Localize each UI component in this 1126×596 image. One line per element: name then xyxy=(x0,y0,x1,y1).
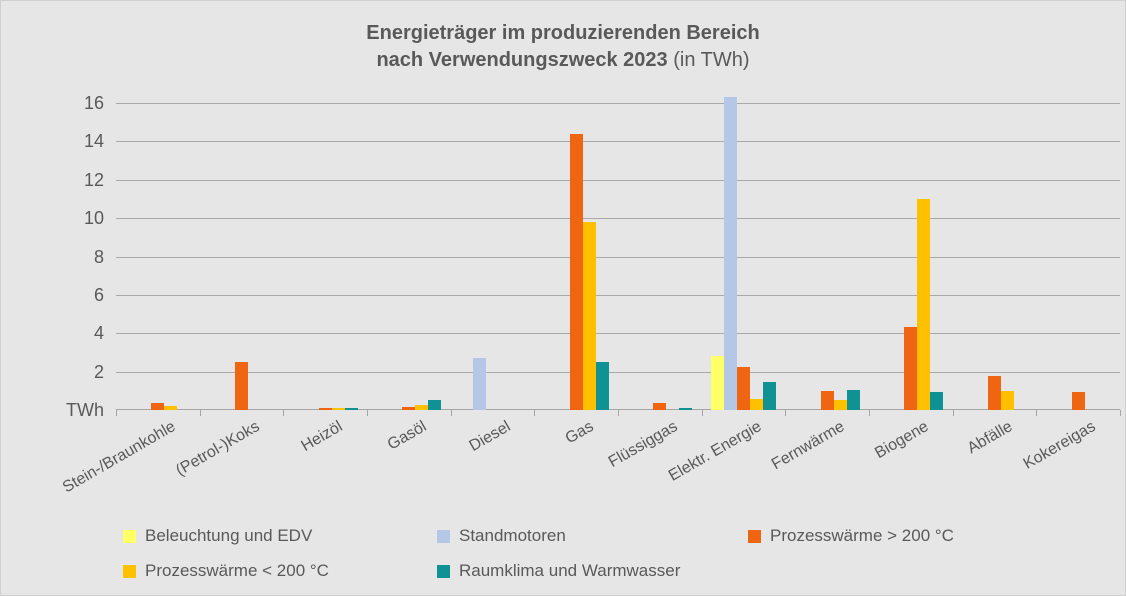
x-axis-tick xyxy=(534,410,536,416)
y-axis-label-8: 8 xyxy=(93,246,104,267)
legend-swatch-icon xyxy=(748,529,761,543)
bar-Heizöl-Prozesswärme > 200 °C xyxy=(318,408,332,410)
bar-Abfälle-Prozesswärme < 200 °C xyxy=(1001,390,1014,410)
plot-area xyxy=(116,97,1121,416)
y-axis-unit-label: TWh xyxy=(66,400,104,420)
gridline-10 xyxy=(116,218,1120,220)
y-axis-label-6: 6 xyxy=(93,284,104,305)
x-axis-tick xyxy=(701,410,703,416)
legend-item-Beleuchtung und EDV: Beleuchtung und EDV xyxy=(123,526,313,545)
x-axis-tick xyxy=(1120,410,1121,416)
bar-Kokereigas-Prozesswärme > 200 °C xyxy=(1071,391,1085,410)
bar-Biogene-Raumklima und Warmwasser xyxy=(930,391,944,410)
bar-Gasöl-Prozesswärme > 200 °C xyxy=(402,407,416,410)
gridline-8 xyxy=(116,256,1120,258)
bar-Gas-Raumklima und Warmwasser xyxy=(595,362,609,410)
y-axis-label-2: 2 xyxy=(93,361,104,382)
bar-Stein-/Braunkohle-Prozesswärme < 200 °C xyxy=(164,406,178,410)
gridline-2 xyxy=(116,371,1120,373)
bar-Abfälle-Prozesswärme > 200 °C xyxy=(988,376,1001,410)
x-axis-tick xyxy=(1036,410,1038,416)
bar-Elektr. Energie-Raumklima und Warmwasser xyxy=(763,382,776,410)
gridline-16 xyxy=(116,103,1120,104)
gridline-14 xyxy=(116,141,1120,143)
bar-Biogene-Prozesswärme > 200 °C xyxy=(904,327,918,410)
legend-item-Prozesswärme > 200 °C: Prozesswärme > 200 °C xyxy=(748,526,954,545)
bar-Fernwärme-Raumklima und Warmwasser xyxy=(846,389,860,410)
bar-Fernwärme-Prozesswärme < 200 °C xyxy=(833,400,847,410)
x-axis-tick xyxy=(199,410,201,416)
chart-title-line2: nach Verwendungszweck 2023 (in TWh) xyxy=(376,49,750,71)
x-axis-tick xyxy=(283,410,285,416)
bar-(Petrol-)Koks-Prozesswärme > 200 °C xyxy=(235,362,248,410)
bar-Fernwärme-Prozesswärme > 200 °C xyxy=(820,390,834,410)
bar-Gas-Prozesswärme > 200 °C xyxy=(569,133,583,410)
bar-Gasöl-Raumklima und Warmwasser xyxy=(428,400,442,410)
x-axis-tick xyxy=(116,410,117,416)
legend-swatch-icon xyxy=(123,564,136,578)
bar-Flüssiggas-Prozesswärme > 200 °C xyxy=(653,403,667,410)
x-axis-tick xyxy=(367,410,368,416)
chart-title: Energieträger im produzierenden Bereich … xyxy=(0,20,1126,74)
y-axis-label-14: 14 xyxy=(83,131,104,152)
legend-label: Standmotoren xyxy=(459,526,566,545)
bar-Elektr. Energie-Beleuchtung und EDV xyxy=(711,356,724,410)
legend-item-Standmotoren: Standmotoren xyxy=(437,526,566,545)
bar-Elektr. Energie-Prozesswärme > 200 °C xyxy=(737,366,750,410)
chart-title-line1: Energieträger im produzierenden Bereich xyxy=(366,22,760,44)
legend-label: Prozesswärme > 200 °C xyxy=(770,526,954,545)
gridline-6 xyxy=(116,294,1120,296)
legend-swatch-icon xyxy=(123,529,136,543)
y-axis-label-10: 10 xyxy=(83,208,104,229)
x-axis-tick xyxy=(450,410,452,416)
gridline-12 xyxy=(116,179,1120,181)
bar-Stein-/Braunkohle-Prozesswärme > 200 °C xyxy=(151,403,165,410)
legend-label: Prozesswärme < 200 °C xyxy=(145,561,329,580)
bar-Gas-Prozesswärme < 200 °C xyxy=(582,221,596,410)
bar-Elektr. Energie-Prozesswärme < 200 °C xyxy=(750,399,763,410)
legend-label: Raumklima und Warmwasser xyxy=(459,561,681,580)
legend-item-Raumklima und Warmwasser: Raumklima und Warmwasser xyxy=(437,561,681,580)
bar-Heizöl-Raumklima und Warmwasser xyxy=(344,408,358,410)
bar-Heizöl-Prozesswärme < 200 °C xyxy=(331,408,345,410)
legend-item-Prozesswärme < 200 °C: Prozesswärme < 200 °C xyxy=(123,561,329,580)
legend-label: Beleuchtung und EDV xyxy=(145,526,313,545)
y-axis-label-16: 16 xyxy=(83,93,104,113)
x-axis-tick xyxy=(618,410,619,416)
x-axis-tick xyxy=(952,410,954,416)
bar-Biogene-Prozesswärme < 200 °C xyxy=(917,198,931,410)
y-axis-label-4: 4 xyxy=(93,323,104,344)
bar-Gasöl-Prozesswärme < 200 °C xyxy=(415,405,429,410)
legend-swatch-icon xyxy=(437,564,450,578)
bar-Flüssiggas-Raumklima und Warmwasser xyxy=(679,408,693,410)
x-axis-tick xyxy=(785,410,787,416)
legend-swatch-icon xyxy=(437,529,450,543)
bar-Elektr. Energie-Standmotoren xyxy=(724,97,737,410)
y-axis-label-12: 12 xyxy=(83,169,104,190)
x-axis-tick xyxy=(869,410,870,416)
gridline-4 xyxy=(116,333,1120,335)
bar-Diesel-Standmotoren xyxy=(473,358,486,410)
category-label-Stein-/Braunkohle: Stein-/Braunkohle xyxy=(59,418,179,497)
